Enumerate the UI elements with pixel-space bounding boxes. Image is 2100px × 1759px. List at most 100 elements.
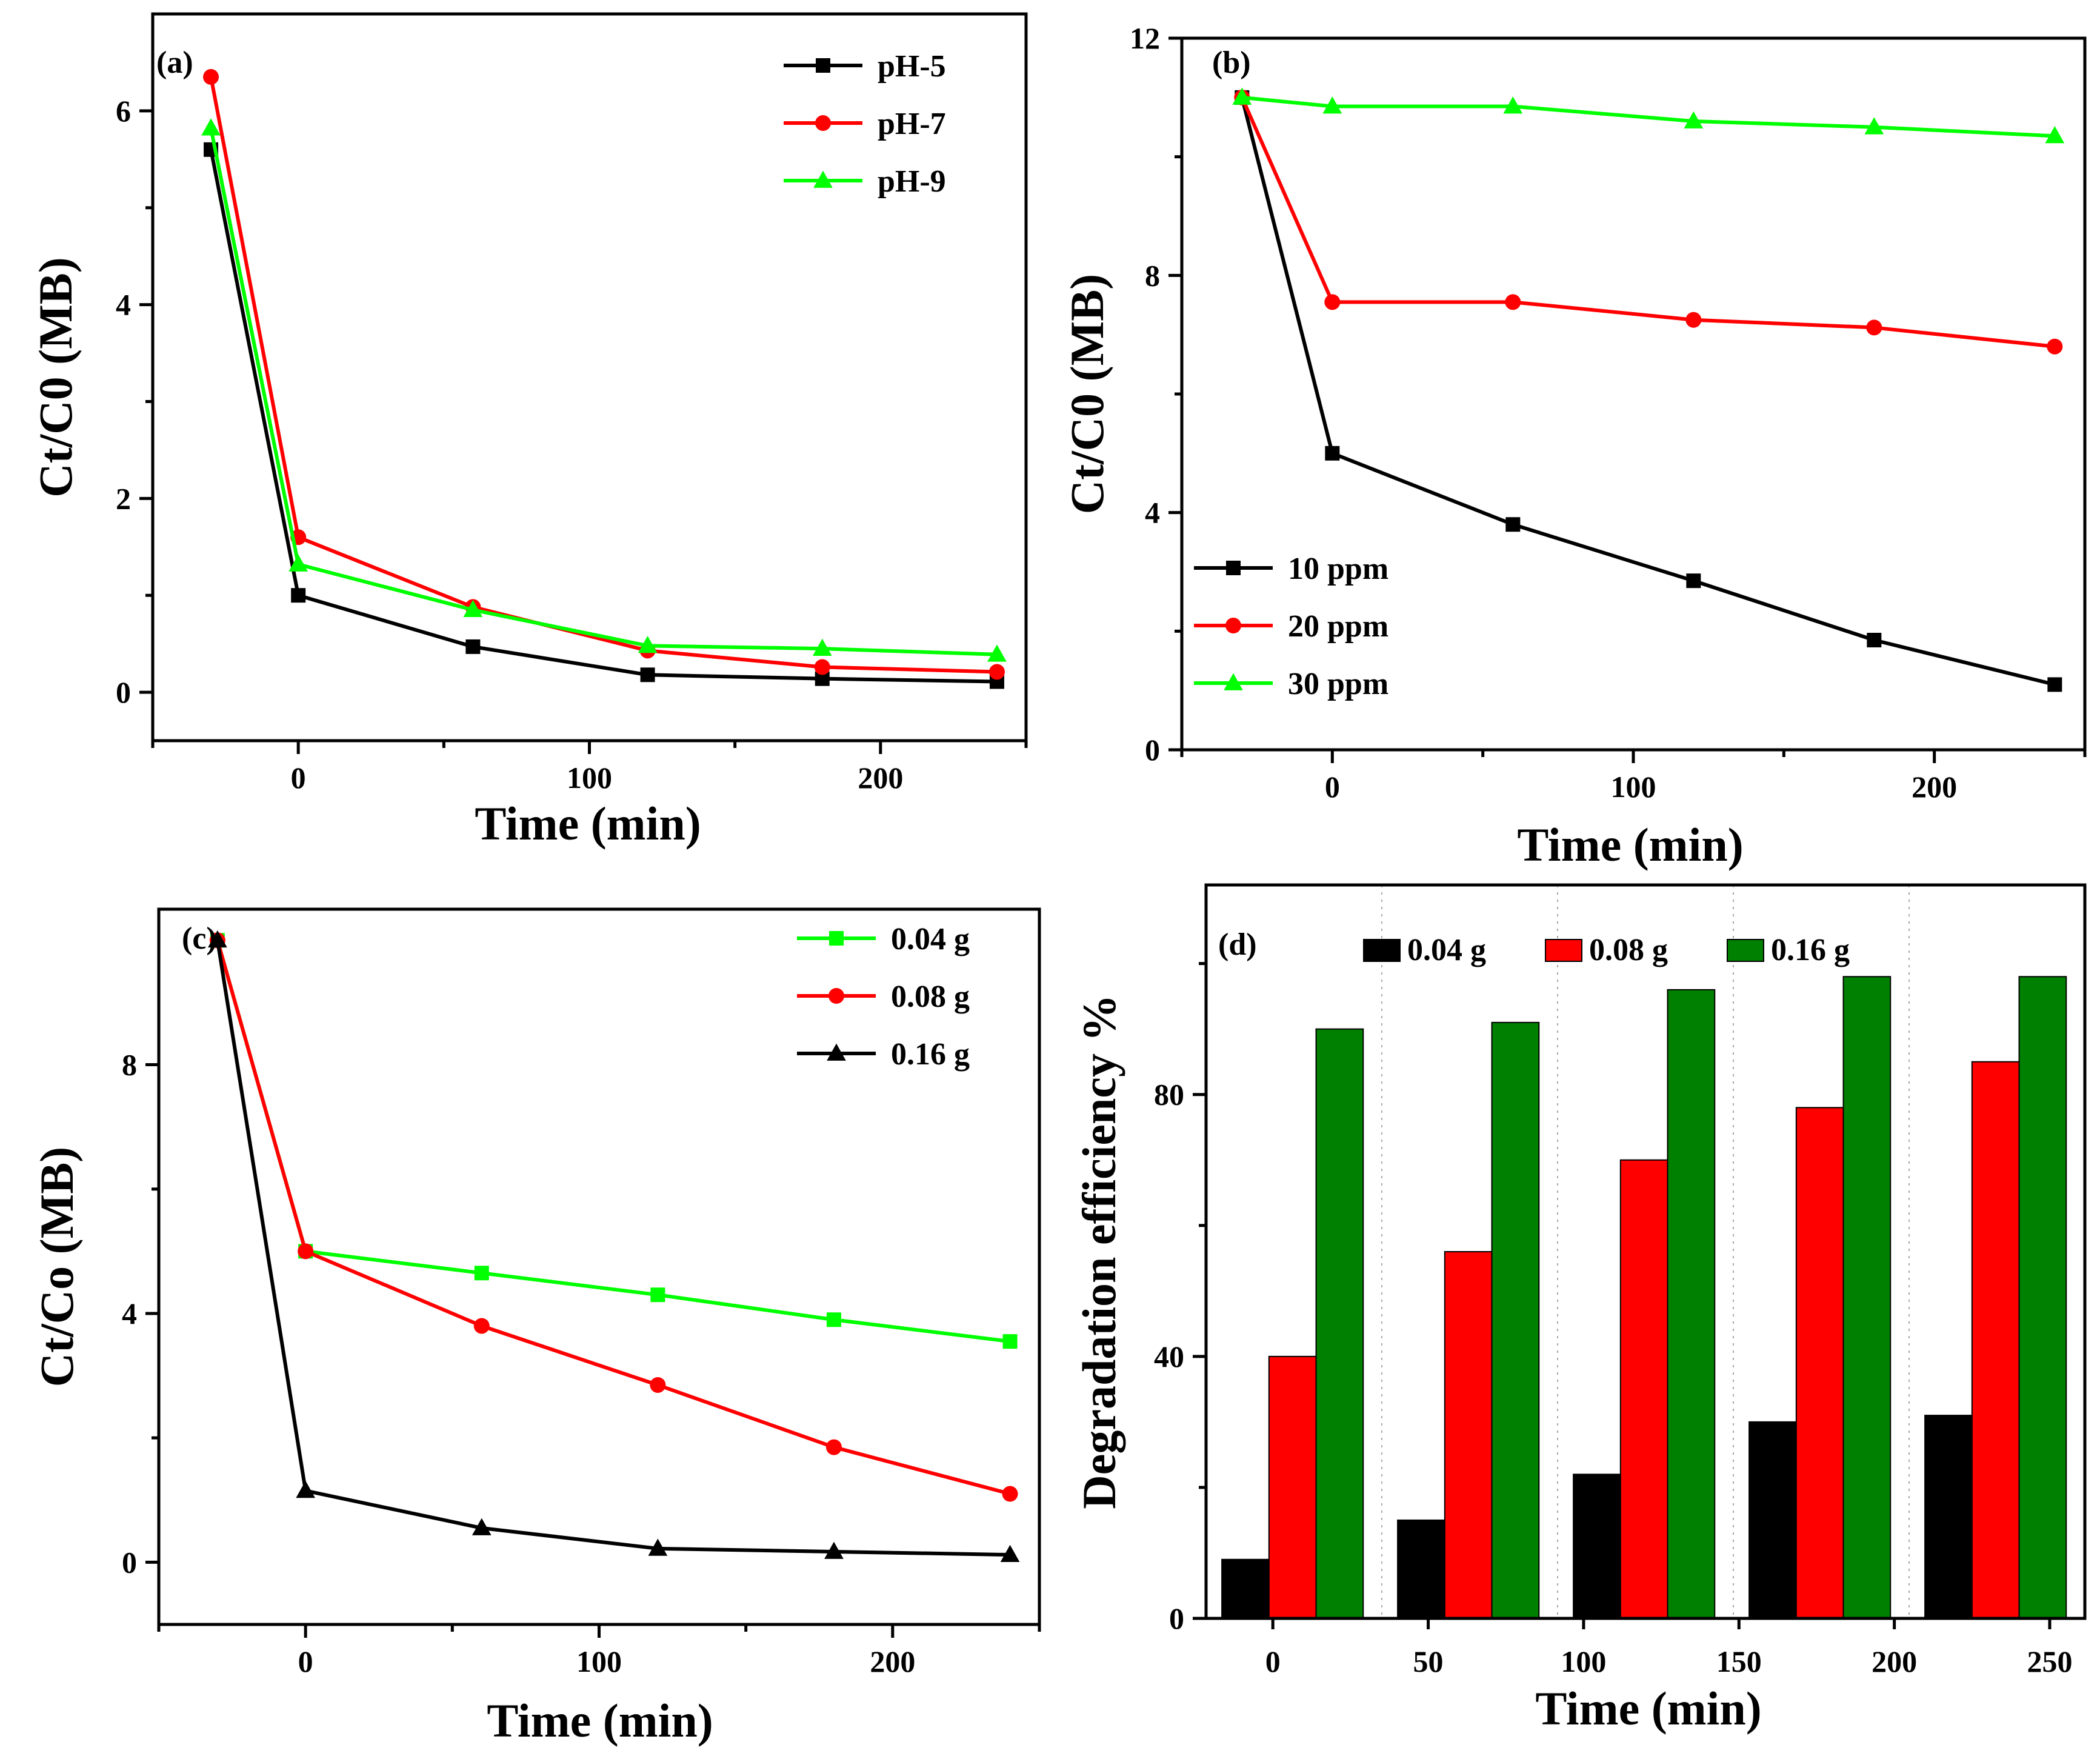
series-0.08-g — [209, 932, 1018, 1502]
data-point — [1322, 96, 1342, 114]
legend-label: 30 ppm — [1288, 667, 1388, 701]
y-tick-label: 4 — [122, 1297, 137, 1330]
bar — [1667, 989, 1716, 1619]
series-line — [209, 128, 998, 656]
data-point — [201, 118, 221, 136]
series-line — [1240, 97, 2056, 687]
panel-c: 0 100 200 0 4 8 0.04 g 0.08 g 0.16 g (c) Time (min… — [30, 907, 1041, 1747]
series-line — [1240, 96, 2055, 349]
data-point — [203, 68, 219, 85]
series-line — [215, 940, 1010, 1557]
x-tick-label: 100 — [1561, 1644, 1606, 1678]
panel-label: (b) — [1212, 45, 1251, 80]
data-point — [2047, 677, 2062, 692]
data-point — [826, 1312, 841, 1327]
bar — [1315, 1028, 1364, 1619]
panel-a: 0 100 200 0 2 4 6 pH-5 pH-7 pH-9 (a) Time (min) Ct/C… — [29, 12, 1028, 850]
data-point — [1864, 117, 1884, 135]
y-tick-label: 12 — [1130, 21, 1160, 55]
series-line — [215, 940, 1011, 1496]
x-tick-label: 0 — [291, 761, 306, 795]
y-tick-label: 80 — [1154, 1078, 1184, 1112]
bar — [1619, 1159, 1668, 1619]
panel-label: (c) — [182, 921, 217, 956]
x-tick-label: 200 — [1912, 770, 1957, 804]
data-point — [1505, 517, 1521, 532]
legend-label: 0.04 g — [891, 922, 970, 956]
data-point — [1324, 294, 1341, 310]
legend-marker — [1225, 618, 1241, 633]
series-line — [1242, 95, 2055, 138]
legend-marker — [1224, 673, 1243, 690]
x-axis-title: Time (min) — [1517, 818, 1743, 871]
data-point — [1686, 573, 1701, 589]
legend-marker — [829, 931, 844, 946]
data-point — [463, 599, 483, 618]
bar — [1748, 1421, 1797, 1619]
y-tick-label: 0 — [1145, 733, 1160, 767]
y-tick-label: 0 — [122, 1545, 137, 1579]
panel-d: 0 50 100 150 200 250 0 40 80 0.04 g 0.08 g 0.16 g (d… — [1073, 883, 2087, 1735]
plot-frame — [157, 907, 1041, 1626]
legend-marker — [813, 170, 833, 188]
series-30-ppm — [1232, 87, 2065, 144]
x-tick-label: 50 — [1413, 1644, 1444, 1678]
bar — [1795, 1107, 1844, 1619]
y-axis-title: Ct/Co (MB) — [30, 1147, 83, 1387]
legend: 0.04 g 0.08 g 0.16 g — [1363, 933, 1850, 967]
x-tick-label: 0 — [298, 1644, 313, 1678]
y-tick-label: 8 — [122, 1048, 137, 1082]
legend: 10 ppm 20 ppm 30 ppm — [1194, 552, 1388, 701]
series-pH-7 — [203, 68, 1005, 680]
bar — [1221, 1558, 1270, 1619]
data-point — [2045, 126, 2065, 144]
data-point — [825, 1439, 842, 1455]
data-point — [988, 664, 1005, 680]
bar — [1842, 976, 1892, 1619]
data-point — [812, 638, 832, 656]
bar-series-0.16-g — [1315, 976, 2067, 1619]
legend-swatch — [1363, 939, 1401, 962]
y-tick-label: 8 — [1145, 258, 1160, 292]
bar — [1573, 1474, 1621, 1620]
bar — [2018, 976, 2067, 1619]
bar — [1491, 1021, 1540, 1619]
y-tick-label: 0 — [116, 675, 131, 709]
series-10-ppm — [1235, 90, 2062, 692]
panel-b: 0 100 200 0 4 8 12 10 ppm 20 ppm 30 ppm (b) Time (m… — [1061, 21, 2087, 871]
data-point — [1505, 294, 1521, 310]
data-point — [208, 930, 227, 948]
legend-marker — [815, 115, 831, 131]
y-tick-label: 6 — [116, 94, 131, 128]
legend: pH-5 pH-7 pH-9 — [784, 49, 946, 199]
data-point — [1685, 312, 1702, 328]
data-point — [650, 1377, 666, 1393]
data-point — [1232, 87, 1252, 105]
x-tick-label: 100 — [567, 761, 612, 795]
legend-label: 0.04 g — [1407, 933, 1486, 967]
data-point — [1002, 1334, 1018, 1349]
y-axis-title: Ct/C0 (MB) — [1061, 274, 1113, 514]
data-point — [987, 644, 1007, 662]
bar — [1397, 1519, 1445, 1620]
data-point — [1866, 319, 1882, 336]
data-point — [824, 1541, 844, 1559]
legend: 0.04 g 0.08 g 0.16 g — [797, 922, 970, 1072]
legend-label: pH-7 — [878, 107, 946, 141]
x-tick-label: 0 — [1265, 1644, 1281, 1678]
y-tick-label: 0 — [1169, 1601, 1184, 1635]
x-tick-label: 0 — [1325, 770, 1340, 804]
y-tick-label: 4 — [116, 288, 131, 322]
data-point — [296, 1481, 316, 1498]
legend-marker — [816, 58, 830, 73]
y-axis-title: Degradation efficiency % — [1073, 994, 1125, 1509]
data-point — [650, 1287, 665, 1303]
legend-label: 0.08 g — [1589, 933, 1668, 967]
legend-label: 0.08 g — [891, 980, 970, 1014]
series-pH-9 — [201, 118, 1007, 662]
data-point — [2047, 338, 2063, 355]
data-point — [465, 639, 481, 654]
x-tick-label: 100 — [1611, 770, 1656, 804]
x-tick-label: 250 — [2027, 1644, 2073, 1678]
